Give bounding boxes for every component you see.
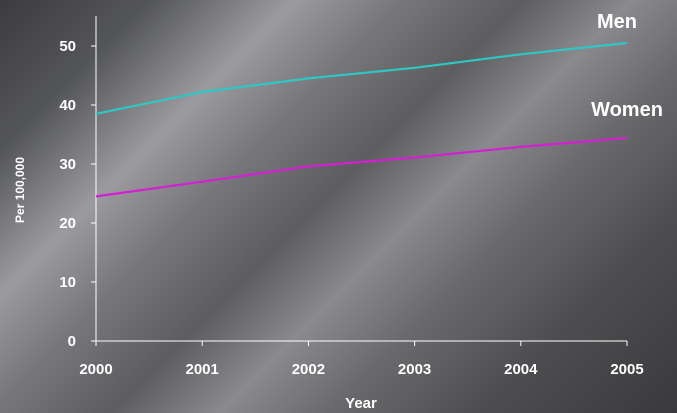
y-tick-label: 30: [59, 156, 76, 173]
series-line-women: [95, 136, 628, 198]
series-lines: [95, 41, 628, 198]
series-line-men: [95, 41, 628, 115]
x-tick-label: 2000: [79, 361, 112, 378]
x-tick-label: 2004: [504, 361, 538, 378]
series-label-women: Women: [591, 99, 663, 121]
y-tick-label: 50: [59, 38, 76, 55]
series-labels: Men Women: [591, 11, 663, 121]
x-tick-label: 2001: [186, 361, 219, 378]
x-tick-label: 2005: [610, 361, 643, 378]
series-label-men: Men: [597, 11, 637, 33]
x-axis-ticks: 2000 2001 2002 2003 2004 2005: [79, 341, 644, 378]
x-tick-label: 2002: [292, 361, 325, 378]
chart-axes: [95, 16, 627, 342]
y-tick-label: 10: [59, 274, 76, 291]
x-tick-label: 2003: [398, 361, 431, 378]
y-tick-label: 40: [59, 97, 76, 114]
x-axis-title: Year: [345, 395, 377, 412]
y-tick-label: 0: [68, 333, 76, 350]
y-axis-title: Per 100,000: [13, 157, 27, 223]
y-axis-ticks: 0 10 20 30 40 50: [59, 38, 96, 350]
y-tick-label: 20: [59, 215, 76, 232]
